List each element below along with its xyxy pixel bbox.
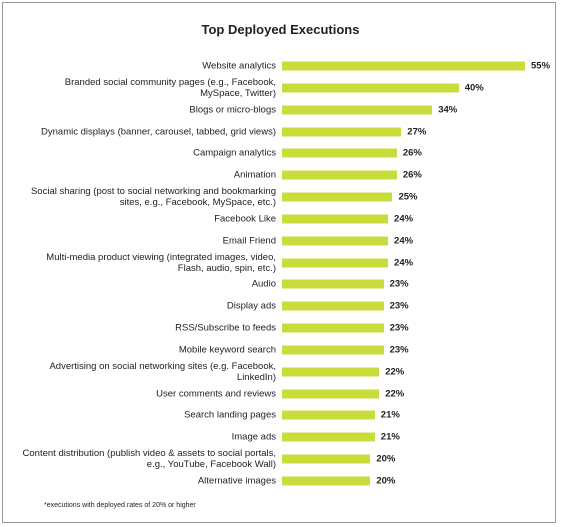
category-label: Display ads bbox=[226, 300, 276, 312]
bar bbox=[282, 410, 375, 420]
category-label: Dynamic displays (banner, carousel, tabb… bbox=[41, 126, 276, 138]
value-label: 27% bbox=[407, 126, 427, 138]
category-label: Facebook Like bbox=[214, 213, 276, 225]
bar bbox=[282, 236, 389, 246]
category-label: Audio bbox=[251, 278, 276, 290]
value-label: 23% bbox=[389, 344, 409, 356]
footnote: *executions with deployed rates of 20% o… bbox=[44, 502, 196, 509]
bar bbox=[282, 127, 402, 137]
bar bbox=[282, 454, 371, 464]
value-label: 24% bbox=[394, 213, 414, 225]
bar bbox=[282, 83, 459, 93]
category-label: User comments and reviews bbox=[156, 388, 276, 400]
category-label: Advertising on social networking sites (… bbox=[49, 360, 276, 383]
bar bbox=[282, 323, 384, 333]
category-label: Email Friend bbox=[222, 235, 276, 247]
category-label: Campaign analytics bbox=[193, 147, 276, 159]
value-label: 26% bbox=[402, 147, 422, 159]
category-label: Search landing pages bbox=[184, 409, 276, 421]
value-label: 20% bbox=[376, 475, 396, 487]
bar bbox=[282, 279, 384, 289]
category-label: Mobile keyword search bbox=[178, 344, 276, 356]
value-label: 22% bbox=[385, 366, 405, 378]
bar bbox=[282, 301, 384, 311]
bar bbox=[282, 432, 375, 442]
value-label: 21% bbox=[380, 431, 400, 443]
value-label: 24% bbox=[394, 257, 414, 269]
bar bbox=[282, 367, 380, 377]
value-label: 34% bbox=[438, 104, 458, 116]
value-label: 21% bbox=[380, 409, 400, 421]
category-label: Blogs or micro-blogs bbox=[189, 104, 276, 116]
value-label: 40% bbox=[464, 82, 484, 94]
bar bbox=[282, 476, 371, 486]
category-label: RSS/Subscribe to feeds bbox=[175, 322, 276, 334]
category-label: Content distribution (publish video & as… bbox=[22, 448, 276, 471]
value-label: 23% bbox=[389, 322, 409, 334]
bar bbox=[282, 148, 397, 158]
value-label: 26% bbox=[402, 169, 422, 181]
value-label: 23% bbox=[389, 278, 409, 290]
value-label: 22% bbox=[385, 388, 405, 400]
bar bbox=[282, 389, 380, 399]
category-label: Branded social community pages (e.g., Fa… bbox=[64, 76, 276, 99]
bar bbox=[282, 105, 433, 115]
value-label: 25% bbox=[398, 191, 418, 203]
value-label: 20% bbox=[376, 453, 396, 465]
category-label: Image ads bbox=[231, 431, 276, 443]
value-label: 55% bbox=[531, 60, 551, 72]
bar bbox=[282, 61, 525, 71]
bar bbox=[282, 258, 389, 268]
category-label: Social sharing (post to social networkin… bbox=[30, 186, 276, 209]
chart-title: Top Deployed Executions bbox=[201, 22, 360, 37]
bar bbox=[282, 214, 389, 224]
category-label: Alternative images bbox=[197, 475, 276, 487]
category-label: Website analytics bbox=[202, 60, 276, 72]
value-label: 24% bbox=[394, 235, 414, 247]
bar bbox=[282, 345, 384, 355]
chart-frame bbox=[2, 2, 556, 523]
bar bbox=[282, 170, 397, 180]
bar bbox=[282, 192, 393, 202]
category-label: Multi-media product viewing (integrated … bbox=[46, 251, 276, 274]
category-label: Animation bbox=[233, 169, 276, 181]
value-label: 23% bbox=[389, 300, 409, 312]
